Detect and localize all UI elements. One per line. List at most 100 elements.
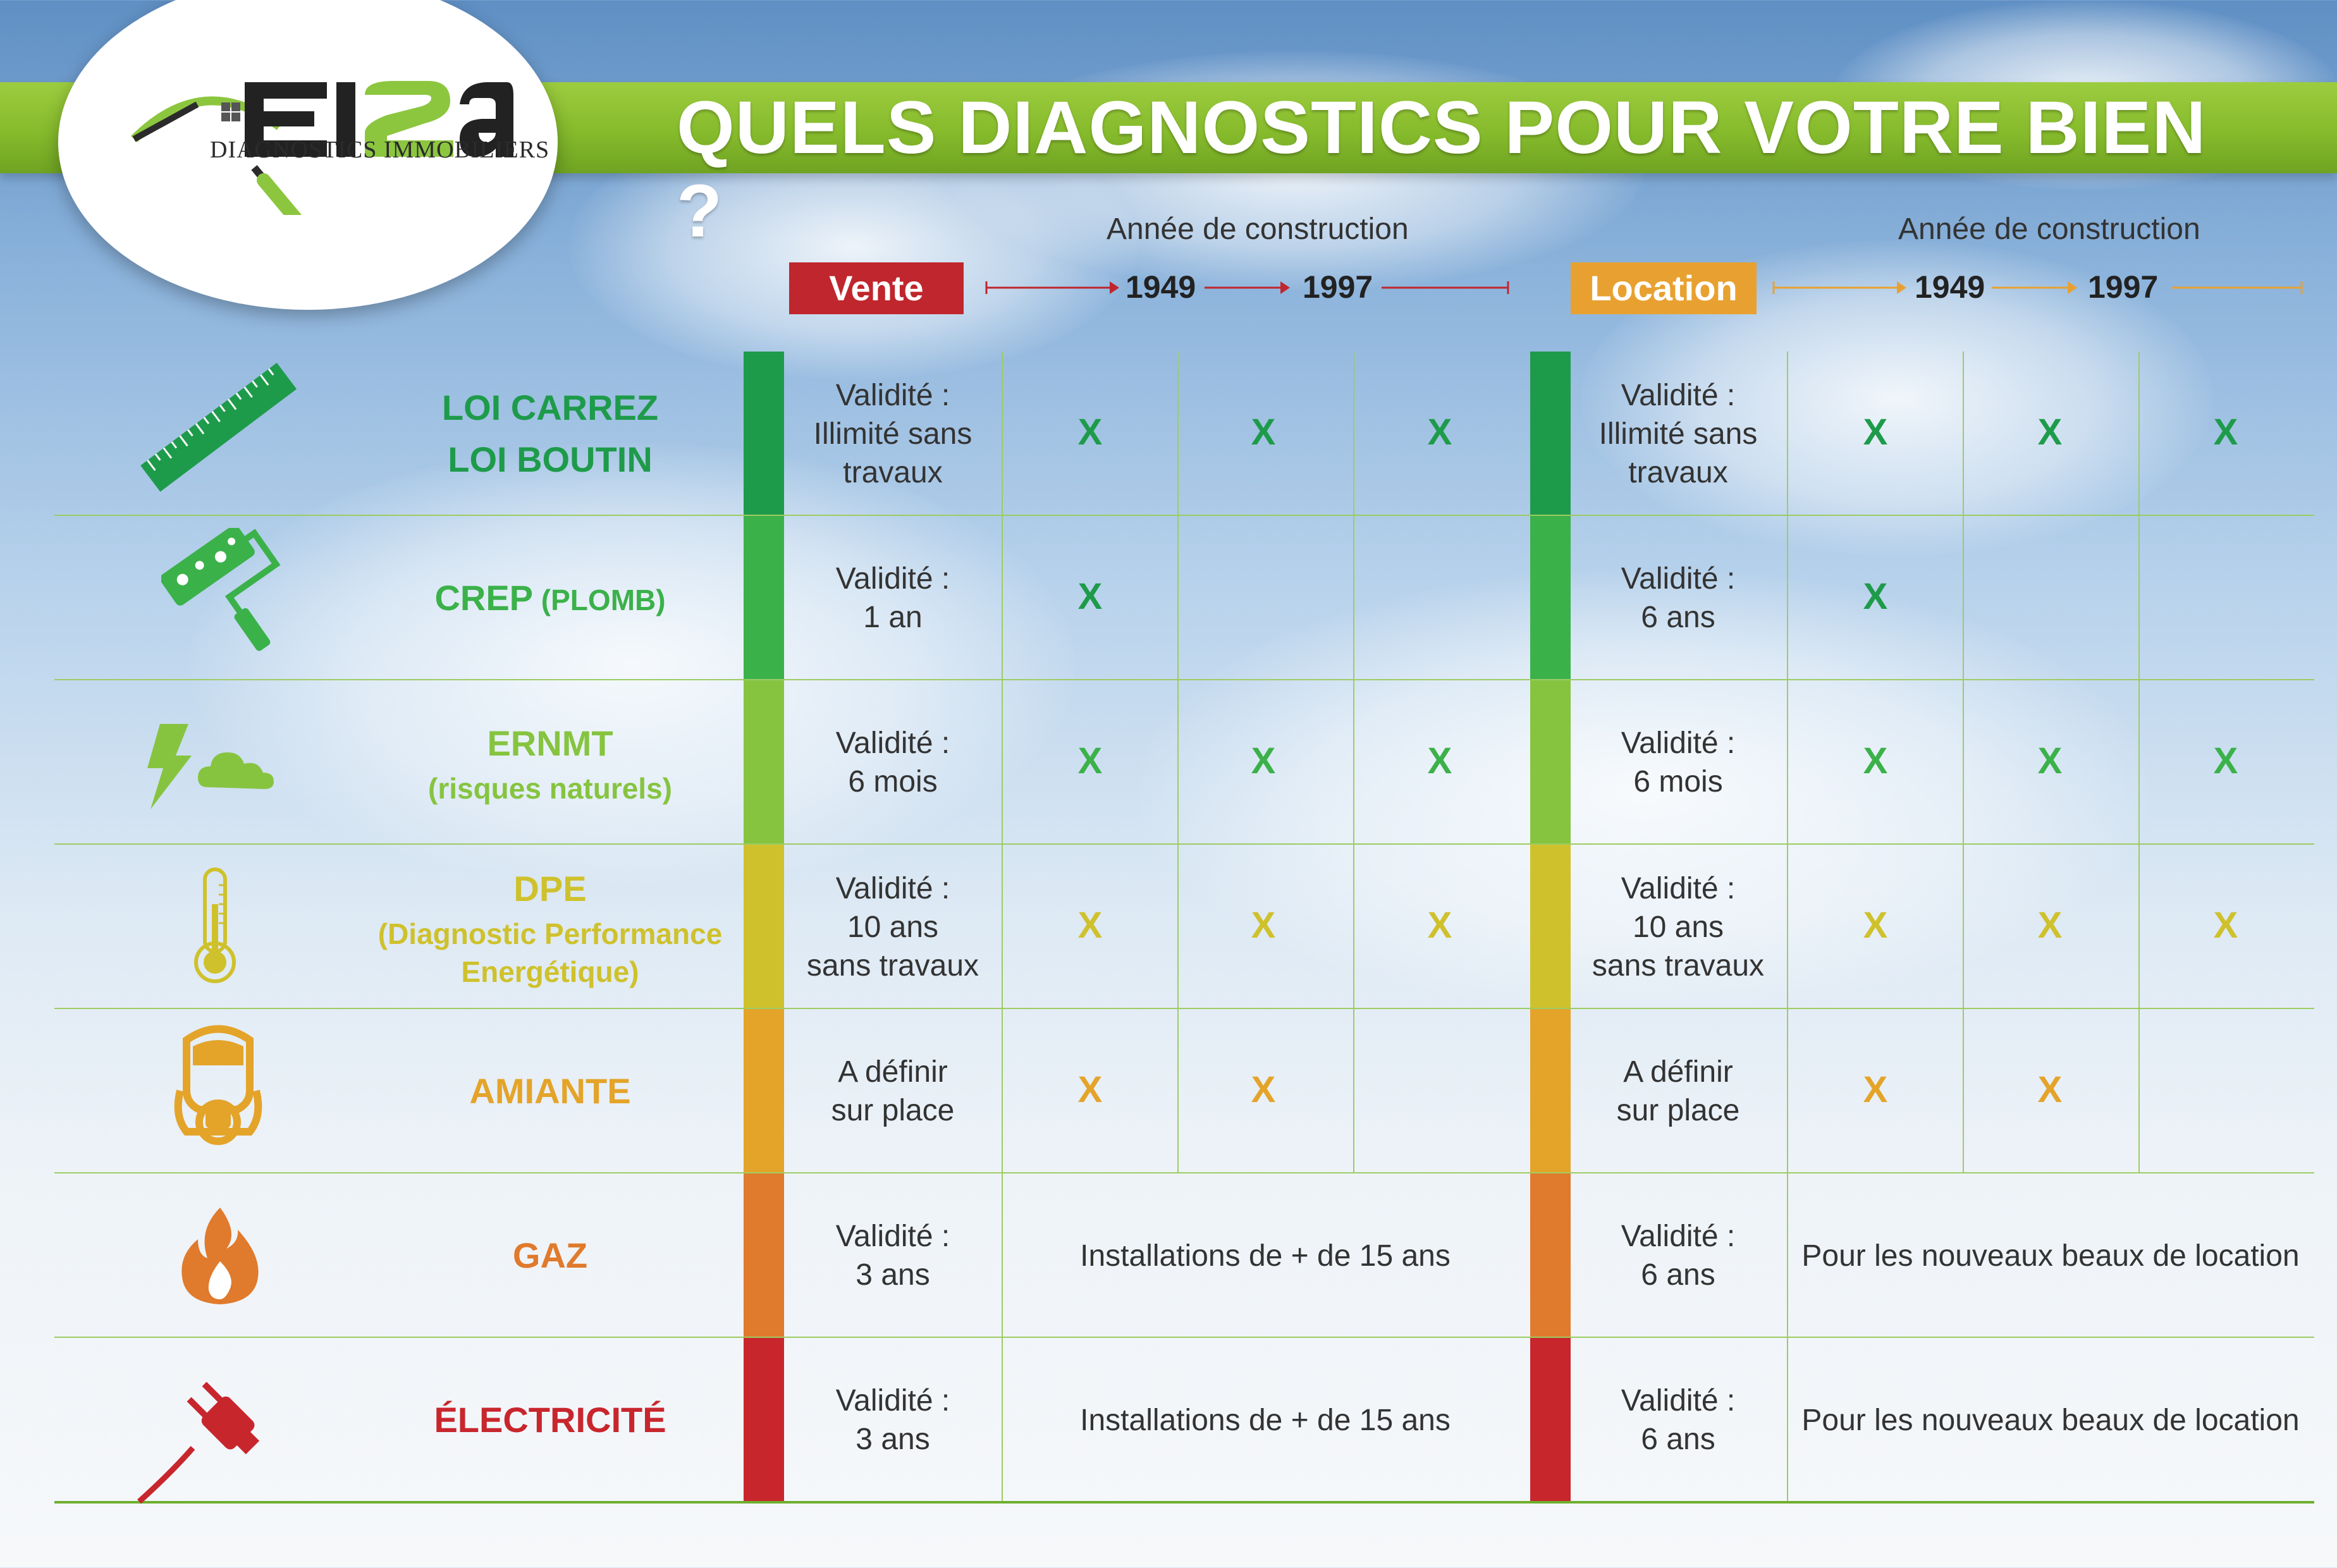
vente-level-bar <box>744 845 784 1009</box>
vente-validite: A définir sur place <box>766 1053 1019 1130</box>
loc-validite: Validité : Illimité sans travaux <box>1552 376 1805 492</box>
loc-validite: Validité : 6 ans <box>1552 1217 1805 1294</box>
vente-check-mark: X <box>1077 412 1103 453</box>
column-divider <box>1002 680 1003 845</box>
vente-validite-line: Validité : <box>835 1384 950 1418</box>
column-divider <box>1963 680 1964 845</box>
row-label-main: GAZ <box>512 1235 588 1275</box>
vente-check-mark: X <box>1427 905 1452 946</box>
location-level-bar <box>1530 1338 1571 1502</box>
vente-validite-line: Validité : <box>835 1220 950 1253</box>
vente-check-mark: X <box>1077 576 1103 617</box>
column-divider <box>1002 845 1003 1009</box>
vente-annee-label: Année de construction <box>1107 212 1409 246</box>
vente-level-bar <box>744 352 784 516</box>
column-divider <box>1177 352 1179 516</box>
loc-check-mark: X <box>1863 576 1888 617</box>
location-year-1997: 1997 <box>2088 269 2159 305</box>
column-divider <box>1787 680 1788 845</box>
row-label-main: LOI CARREZ <box>441 388 659 427</box>
location-span-text: Pour les nouveaux beaux de location <box>1801 1404 2300 1437</box>
vente-check-mark: X <box>1251 412 1276 453</box>
flame-icon <box>181 1208 259 1304</box>
row-label: ÉLECTRICITÉ <box>354 1394 746 1446</box>
loc-check-mark: X <box>2037 412 2063 453</box>
row-divider <box>54 515 2314 516</box>
location-timeline <box>1772 281 2303 294</box>
loc-validite-line: Validité : <box>1621 871 1736 905</box>
thermometer-icon <box>194 867 236 983</box>
logo-mark-icon <box>131 81 513 215</box>
loc-validite-line: Validité : <box>1621 1220 1736 1253</box>
vente-level-bar <box>744 516 784 680</box>
column-divider <box>1787 845 1788 1009</box>
loc-check-mark: X <box>1863 412 1888 453</box>
column-divider <box>1177 1009 1179 1173</box>
loc-validite: Validité : 10 ans sans travaux <box>1552 869 1805 985</box>
row-label-line: (Diagnostic Performance <box>377 917 723 950</box>
vente-validite-line: sur place <box>831 1094 955 1127</box>
vente-validite-line: Validité : <box>835 378 950 412</box>
location-level-bar <box>1530 1173 1571 1338</box>
row-divider <box>54 843 2314 845</box>
page-title: QUELS DIAGNOSTICS POUR VOTRE BIEN ? <box>677 86 2207 253</box>
row-label-main: CREP (PLOMB) <box>354 572 746 626</box>
column-divider <box>1787 516 1788 680</box>
location-level-bar <box>1530 1009 1571 1173</box>
vente-validite-line: Validité : <box>835 562 950 596</box>
vente-year-1997: 1997 <box>1303 269 1373 305</box>
row-divider <box>54 679 2314 680</box>
vente-tag: Vente <box>789 262 964 314</box>
row-label-main: AMIANTE <box>469 1071 631 1111</box>
location-annee-label: Année de construction <box>1898 212 2200 246</box>
loc-validite: Validité : 6 ans <box>1552 560 1805 637</box>
logo: DIAGNOSTICS IMMOBILIERS <box>58 0 558 310</box>
vente-timeline <box>985 281 1509 294</box>
loc-validite: A définir sur place <box>1552 1053 1805 1130</box>
loc-check-mark: X <box>2213 740 2238 781</box>
loc-validite-line: 10 ans <box>1632 910 1724 944</box>
column-divider <box>1177 680 1179 845</box>
vente-validite-line: Validité : <box>835 871 950 905</box>
location-level-bar <box>1530 352 1571 516</box>
loc-validite-line: A définir <box>1623 1055 1733 1089</box>
loc-validite-line: 6 ans <box>1641 1423 1715 1456</box>
vente-year-1949: 1949 <box>1126 269 1196 305</box>
storm-icon <box>147 724 274 809</box>
column-divider <box>1002 1009 1003 1173</box>
column-divider <box>2138 680 2140 845</box>
column-divider <box>1963 1009 1964 1173</box>
column-divider <box>1963 845 1964 1009</box>
column-divider <box>1787 1173 1788 1338</box>
loc-validite-line: 6 mois <box>1633 765 1723 799</box>
gas-mask-icon <box>174 1025 262 1145</box>
vente-check-mark: X <box>1427 740 1452 781</box>
loc-validite-line: Validité : <box>1621 1384 1736 1418</box>
vente-level-bar <box>744 1173 784 1338</box>
row-label-main: ERNMT <box>487 723 613 763</box>
row-label: ERNMT (risques naturels) <box>354 718 746 807</box>
loc-check-mark: X <box>2037 905 2063 946</box>
row-label: GAZ <box>354 1230 746 1282</box>
vente-check-mark: X <box>1251 740 1276 781</box>
column-divider <box>1963 352 1964 516</box>
loc-check-mark: X <box>1863 740 1888 781</box>
loc-validite-line: 6 ans <box>1641 601 1715 634</box>
row-label: AMIANTE <box>354 1065 746 1117</box>
vente-span-text: Installations de + de 15 ans <box>1080 1404 1451 1437</box>
vente-level-bar <box>744 1338 784 1502</box>
vente-validite-line: 10 ans <box>847 910 939 944</box>
row-label-line: Energétique) <box>461 955 639 988</box>
column-divider <box>2138 1009 2140 1173</box>
vente-check-mark: X <box>1427 412 1452 453</box>
loc-validite-line: Validité : <box>1621 562 1736 596</box>
column-divider <box>1963 516 1964 680</box>
column-divider <box>1177 516 1179 680</box>
row-label-main: ÉLECTRICITÉ <box>434 1400 666 1440</box>
vente-validite-line: Validité : <box>835 726 950 760</box>
column-divider <box>1177 845 1179 1009</box>
loc-check-mark: X <box>2213 412 2238 453</box>
column-divider <box>1002 516 1003 680</box>
vente-check-mark: X <box>1077 905 1103 946</box>
row-label: LOI CARREZ LOI BOUTIN <box>354 382 746 486</box>
